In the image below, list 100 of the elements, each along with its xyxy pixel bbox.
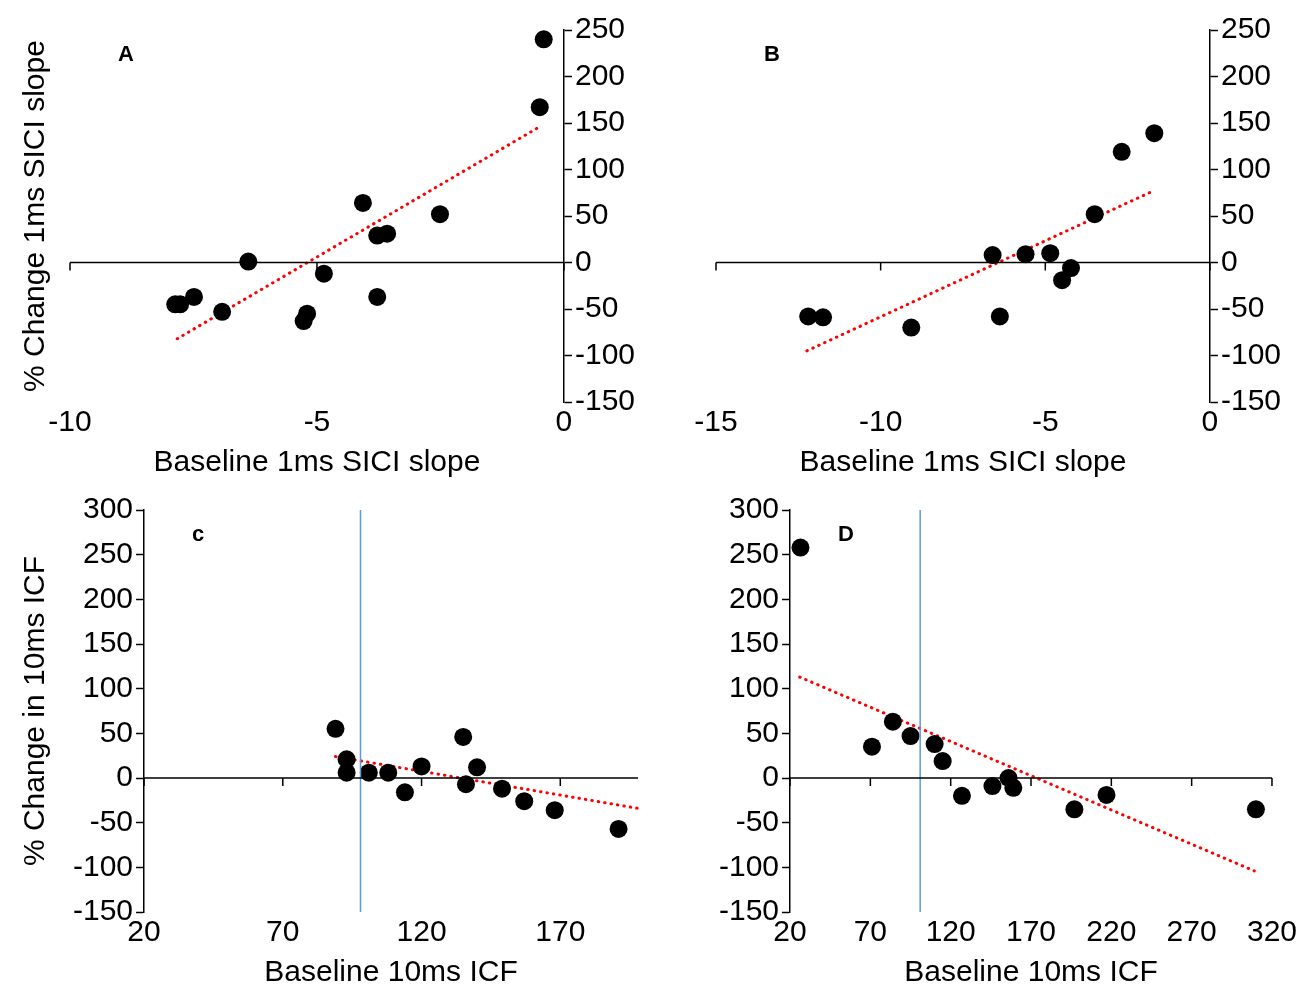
x-axis-title: Baseline 10ms ICF (904, 954, 1158, 988)
point (298, 304, 317, 323)
point (1053, 271, 1072, 290)
x-tick-label: 320 (1246, 914, 1297, 948)
point (814, 308, 833, 327)
y-tick-label: 150 (82, 625, 134, 659)
x-axis-title: Baseline 1ms SICI slope (153, 444, 481, 478)
x-tick-label: 70 (266, 914, 300, 948)
point (1085, 205, 1104, 224)
point (1112, 142, 1131, 161)
point (1004, 778, 1023, 797)
x-tick-label: 120 (396, 914, 447, 948)
y-tick-label: 100 (574, 150, 626, 184)
y-tick-label: 100 (728, 669, 780, 703)
y-axis-title: % Change in 10ms ICF (17, 555, 51, 867)
y-tick-label: 300 (728, 491, 780, 525)
point (395, 783, 414, 802)
text: D (838, 521, 854, 547)
x-axis-title: Baseline 1ms SICI slope (799, 444, 1127, 478)
point (933, 752, 952, 771)
y-tick-label: 50 (574, 197, 609, 231)
point (925, 735, 944, 754)
point (1065, 800, 1084, 819)
y-tick-label: 0 (574, 243, 592, 277)
y-tick-label: -100 (574, 336, 635, 370)
point (378, 224, 397, 243)
point (1061, 259, 1080, 278)
x-axis-title: Baseline 10ms ICF (264, 954, 518, 988)
x-tick-label: 170 (535, 914, 586, 948)
y-tick-label: 200 (1220, 57, 1272, 91)
x-tick-label: 170 (1005, 914, 1057, 948)
point (530, 98, 549, 117)
y-tick-label: 200 (82, 580, 134, 614)
y-tick-label: 150 (574, 104, 626, 138)
y-tick-label: 300 (82, 491, 134, 525)
point (454, 727, 473, 746)
y-tick-label: 0 (762, 759, 780, 793)
y-tick-label: -150 (574, 383, 635, 417)
y-tick-label: 150 (1220, 104, 1272, 138)
y-tick-label: 150 (728, 625, 780, 659)
point (239, 252, 258, 271)
point (952, 786, 971, 805)
point (1246, 800, 1265, 819)
point (468, 758, 487, 777)
y-tick-label: 250 (1220, 11, 1272, 45)
x-tick-label: -10 (48, 404, 92, 438)
point (901, 727, 920, 746)
y-tick-label: -50 (89, 803, 134, 837)
y-tick-label: 250 (82, 535, 134, 569)
point (430, 205, 449, 224)
point (213, 302, 232, 321)
text: B (764, 41, 780, 67)
y-tick-label: 50 (745, 714, 780, 748)
y-tick-label: 250 (574, 11, 626, 45)
text: A (118, 41, 134, 67)
y-tick-label: 200 (574, 57, 626, 91)
y-tick-label: -100 (1220, 336, 1281, 370)
y-axis-title: % Change 1ms SICI slope (17, 40, 51, 392)
y-tick-label: 200 (728, 580, 780, 614)
x-tick-label: 220 (1086, 914, 1137, 948)
x-tick-label: -5 (1031, 404, 1059, 438)
point (412, 757, 431, 776)
point (990, 307, 1009, 326)
x-tick-label: 270 (1166, 914, 1217, 948)
point (609, 819, 628, 838)
point (326, 719, 345, 738)
y-tick-label: -50 (1220, 290, 1265, 324)
point (983, 246, 1002, 265)
point (534, 30, 553, 49)
text: c (192, 521, 205, 547)
point (515, 792, 534, 811)
y-tick-label: 0 (116, 759, 134, 793)
point (791, 538, 810, 557)
point (883, 712, 902, 731)
point (493, 779, 512, 798)
x-tick-label: -10 (858, 404, 903, 438)
y-tick-label: -100 (73, 848, 134, 882)
point (799, 307, 818, 326)
point (545, 801, 564, 820)
y-tick-label: 50 (1220, 197, 1255, 231)
y-tick-label: -150 (1220, 383, 1281, 417)
y-tick-label: 100 (1220, 150, 1272, 184)
point (184, 287, 203, 306)
y-tick-label: 100 (82, 669, 134, 703)
point (902, 318, 921, 337)
point (353, 193, 372, 212)
point (1145, 124, 1164, 143)
point (862, 737, 881, 756)
point (1041, 244, 1060, 263)
x-tick-label: 120 (925, 914, 976, 948)
point (1097, 785, 1116, 804)
x-tick-label: -5 (303, 404, 331, 438)
point (314, 264, 333, 283)
x-tick-label: 70 (853, 914, 888, 948)
point (368, 287, 387, 306)
point (983, 777, 1002, 796)
point (1016, 245, 1035, 264)
y-tick-label: 250 (728, 535, 780, 569)
y-tick-label: 50 (99, 714, 134, 748)
y-tick-label: -50 (574, 290, 619, 324)
